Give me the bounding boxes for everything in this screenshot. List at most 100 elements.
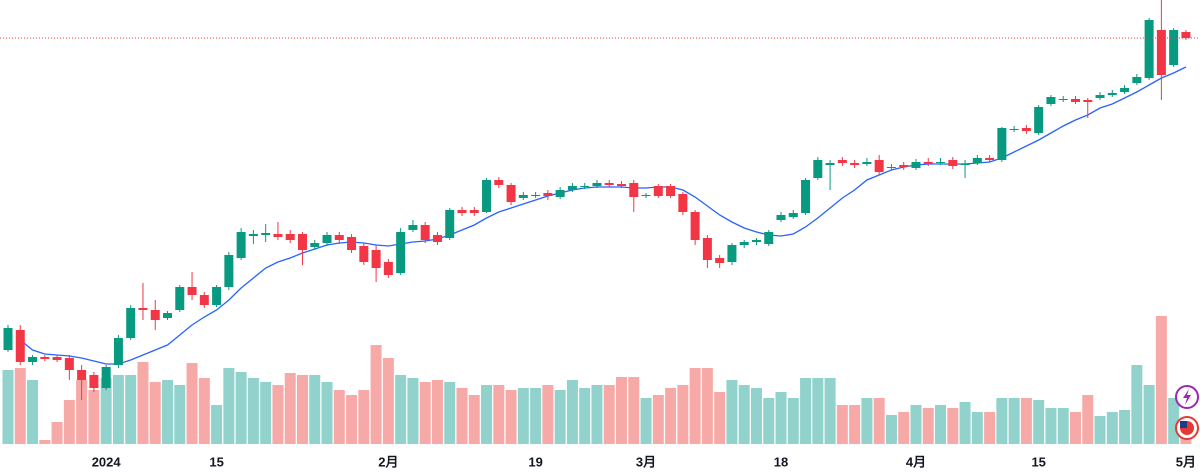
candle-body (28, 357, 38, 362)
volume-bar (689, 368, 701, 444)
candle-body (89, 375, 99, 388)
candle-body (985, 158, 995, 160)
volume-bar (481, 385, 493, 444)
volume-bar (1069, 412, 1081, 444)
candle-body (641, 195, 651, 196)
volume-bar (971, 412, 983, 444)
candle-body (494, 180, 504, 185)
candle-body (543, 193, 553, 196)
volume-bar (211, 405, 223, 444)
volume-bar (137, 362, 149, 444)
candle-body (666, 186, 676, 196)
candle-body (506, 185, 516, 202)
x-tick-label: 18 (774, 454, 788, 469)
candle-body (273, 234, 283, 237)
volume-bar (836, 405, 848, 444)
candle-body (813, 160, 823, 178)
candle-body (1034, 107, 1044, 133)
candle-body (531, 195, 541, 196)
candle-body (322, 235, 332, 243)
candle-body (972, 158, 982, 163)
volume-bar (984, 412, 996, 444)
volume-bar (272, 385, 284, 444)
candle-body (285, 234, 295, 240)
volume-bar (39, 440, 51, 444)
volume-bar (714, 392, 726, 444)
volume-bar (382, 358, 394, 444)
volume-bar (849, 405, 861, 444)
candle-body (850, 163, 860, 165)
volume-bar (198, 378, 210, 444)
volume-bar (333, 390, 345, 444)
volume-bar (628, 377, 640, 444)
candle-body (567, 186, 577, 190)
candle-body (383, 262, 393, 275)
volume-bar (885, 415, 897, 444)
volume-bar (456, 388, 468, 444)
volume-bar (1155, 316, 1167, 444)
volume-bar (603, 385, 615, 444)
volume-bar (100, 378, 112, 444)
volume-bar (910, 405, 922, 444)
x-tick-label: 15 (1031, 454, 1045, 469)
volume-bar (125, 375, 137, 444)
candle-body (1144, 20, 1154, 78)
candle-body (788, 213, 798, 217)
moving-average-line (19, 66, 1187, 365)
candle-body (77, 370, 87, 380)
volume-bar (14, 368, 26, 444)
volume-bar (186, 363, 198, 444)
volume-bar (1143, 385, 1155, 444)
volume-bar (1131, 365, 1143, 444)
candle-body (764, 232, 774, 244)
candle-body (64, 358, 74, 370)
candle-body (138, 308, 148, 310)
candle-body (199, 295, 209, 305)
volume-bar (750, 388, 762, 444)
volume-bar (1106, 412, 1118, 444)
candle-body (678, 194, 688, 212)
candle-body (948, 160, 958, 166)
candle-body (15, 330, 25, 362)
candle-body (187, 287, 197, 295)
volume-bar (76, 380, 88, 444)
candle-body (445, 210, 455, 238)
volume-bar (591, 385, 603, 444)
candle-body (715, 258, 725, 263)
volume-bar (566, 380, 578, 444)
volume-bar (162, 380, 174, 444)
candle-body (408, 225, 418, 230)
candle-body (776, 215, 786, 220)
candle-body (3, 328, 13, 350)
candle-body (751, 240, 761, 242)
candle-body (518, 195, 528, 198)
volume-bar (763, 398, 775, 444)
volume-bar (554, 390, 566, 444)
candle-body (960, 164, 970, 165)
candle-body (101, 367, 111, 388)
x-tick-label: 2月 (378, 454, 398, 469)
x-tick-label: 3月 (636, 454, 656, 469)
candle-body (1083, 100, 1093, 102)
candle-body (555, 190, 565, 197)
volume-bar (1168, 398, 1180, 444)
volume-bar (223, 368, 235, 444)
volume-bar (922, 408, 934, 444)
candle-body (1132, 77, 1142, 83)
candle-body (837, 160, 847, 163)
candle-body (1181, 32, 1191, 38)
volume-bar (174, 385, 186, 444)
candle-body (113, 338, 123, 365)
volume-bar (1020, 398, 1032, 444)
candle-body (1095, 95, 1105, 98)
candle-body (248, 234, 258, 236)
candle-body (457, 210, 467, 213)
volume-bar (959, 402, 971, 444)
volume-bar (1057, 408, 1069, 444)
x-tick-label: 15 (209, 454, 223, 469)
candle-body (702, 238, 712, 260)
volume-bar (665, 388, 677, 444)
candle-body (936, 162, 946, 163)
